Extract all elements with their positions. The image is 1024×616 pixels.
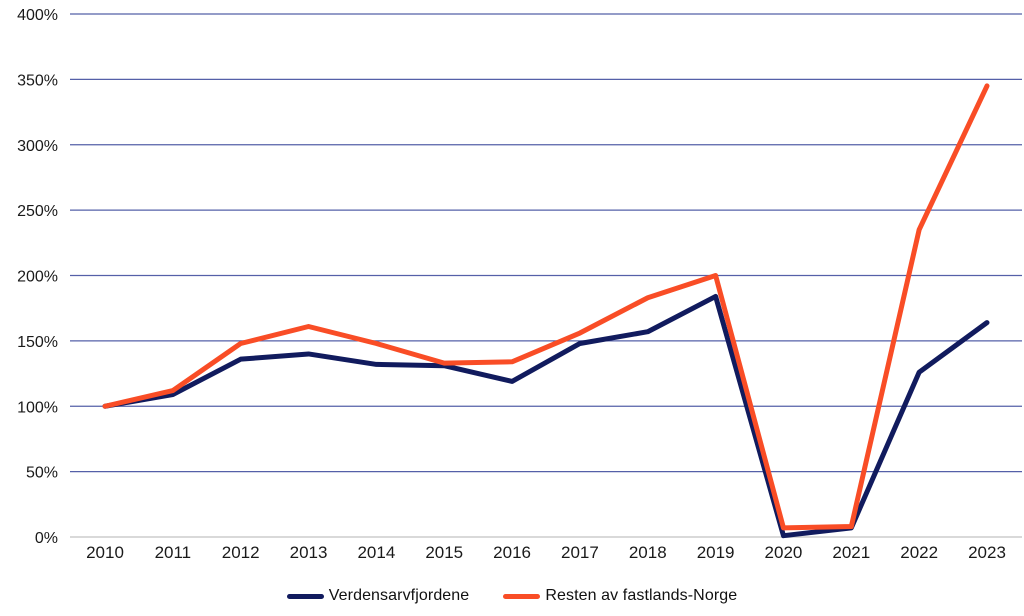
x-tick-label: 2010	[86, 543, 124, 562]
y-tick-label: 150%	[17, 334, 58, 351]
x-tick-label: 2012	[222, 543, 260, 562]
y-tick-label: 300%	[17, 138, 58, 155]
x-tick-label: 2013	[290, 543, 328, 562]
legend-item-resten-av-fastlands-norge: Resten av fastlands-Norge	[503, 587, 737, 605]
legend-line-swatch-navy	[286, 593, 324, 599]
x-tick-label: 2016	[493, 543, 531, 562]
x-tick-label: 2022	[900, 543, 938, 562]
y-tick-label: 100%	[17, 399, 58, 416]
legend: Verdensarvfjordene Resten av fastlands-N…	[0, 583, 1024, 609]
x-tick-label: 2014	[357, 543, 395, 562]
y-tick-label: 400%	[17, 7, 58, 24]
y-tick-label: 250%	[17, 203, 58, 220]
x-tick-label: 2021	[832, 543, 870, 562]
x-tick-label: 2017	[561, 543, 599, 562]
legend-label: Verdensarvfjordene	[328, 587, 470, 604]
x-tick-label: 2019	[697, 543, 735, 562]
series-line-0	[102, 293, 990, 539]
legend-line-swatch-orange	[503, 593, 541, 599]
legend-label: Resten av fastlands-Norge	[545, 587, 738, 604]
y-tick-label: 350%	[17, 72, 58, 89]
x-tick-label: 2015	[425, 543, 463, 562]
y-tick-label: 0%	[35, 530, 58, 547]
x-tick-label: 2023	[968, 543, 1006, 562]
x-tick-label: 2018	[629, 543, 667, 562]
x-tick-label: 2011	[155, 543, 192, 562]
legend-item-verdensarvfjordene: Verdensarvfjordene	[286, 587, 470, 605]
y-tick-label: 50%	[26, 465, 58, 482]
series-line-1	[102, 83, 990, 531]
y-tick-label: 200%	[17, 269, 58, 286]
x-tick-label: 2020	[765, 543, 803, 562]
